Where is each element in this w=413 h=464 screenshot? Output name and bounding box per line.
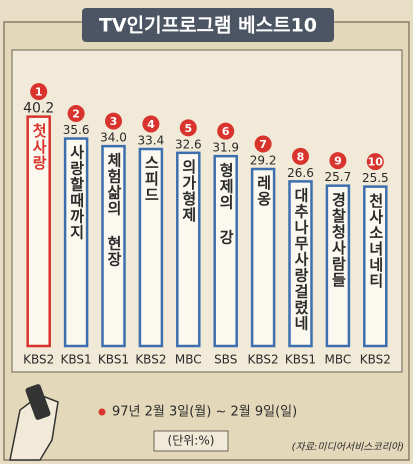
program-name: 첫사랑: [30, 123, 48, 171]
bar: [325, 184, 351, 348]
value-label: 40.2: [23, 101, 54, 117]
rank-label: 3: [110, 115, 118, 128]
bar: [250, 167, 276, 348]
value-label: 32.6: [175, 137, 202, 151]
bar: [176, 151, 201, 348]
rank-badge: [30, 83, 48, 101]
channel-label: KBS2: [248, 353, 279, 367]
program-name: 체험삶의 현장: [105, 152, 123, 267]
bar: [363, 185, 388, 348]
title-banner: [82, 8, 334, 42]
channel-label: KBS2: [135, 353, 166, 367]
source: (자료:미디어서비스코리아): [292, 441, 404, 453]
channel-label: KBS2: [23, 353, 54, 367]
rank-label: 10: [368, 156, 384, 169]
rank-label: 1: [35, 86, 43, 99]
channel-label: KBS1: [98, 353, 129, 367]
rank-badge: [142, 115, 160, 133]
bullet: [98, 408, 106, 416]
bar: [138, 147, 164, 348]
rank-badge: [67, 105, 85, 123]
rank-label: 4: [147, 118, 155, 131]
rank-badge: [217, 122, 235, 140]
rank-badge: [105, 112, 122, 130]
hand-illustration: [9, 384, 59, 461]
value-label: 25.5: [362, 171, 389, 185]
bar: [26, 115, 51, 348]
program-name: 사랑할때까지: [68, 145, 86, 241]
value-label: 29.2: [250, 154, 277, 168]
program-name: 경찰청사람들: [329, 191, 347, 288]
rank-badge: [179, 119, 197, 137]
program-name: 레옹: [255, 175, 273, 207]
value-label: 35.6: [63, 123, 90, 137]
program-name: 천사소녀네티: [367, 192, 385, 289]
rank-label: 8: [297, 150, 305, 163]
rank-label: 9: [334, 155, 342, 168]
program-name: 대추나무사랑걸렸네: [292, 187, 310, 331]
value-label: 31.9: [212, 141, 239, 155]
channel-label: KBS2: [360, 353, 391, 367]
channel-label: MBC: [175, 353, 202, 367]
program-name: 의가형제: [180, 158, 198, 223]
value-label: 34.0: [100, 131, 127, 145]
bar: [288, 180, 313, 348]
channel-label: SBS: [214, 353, 237, 367]
date-range: 97년 2월 3일(월) ~ 2월 9일(일): [112, 405, 297, 420]
program-name: 형제의 강: [217, 162, 235, 245]
rank-label: 6: [222, 125, 230, 138]
value-label: 33.4: [138, 134, 165, 148]
program-name: 스피드: [142, 155, 160, 203]
rank-badge: [329, 152, 347, 170]
unit-box: [153, 430, 229, 452]
chart-title: TV인기프로그램 베스트10: [99, 15, 317, 37]
channel-label: KBS1: [61, 353, 92, 367]
channel-label: KBS1: [285, 353, 316, 367]
value-label: 26.6: [287, 166, 314, 180]
rank-label: 5: [184, 122, 192, 135]
rank-badge: [254, 135, 272, 153]
channel-label: MBC: [325, 353, 352, 367]
rank-label: 7: [259, 138, 267, 151]
bar: [63, 137, 89, 348]
value-label: 25.7: [325, 170, 352, 184]
rank-badge: [292, 147, 309, 165]
rank-badge: [366, 153, 384, 171]
unit: (단위:%): [168, 434, 215, 448]
bar: [101, 144, 126, 348]
rank-label: 2: [72, 108, 80, 121]
bar: [213, 154, 238, 348]
